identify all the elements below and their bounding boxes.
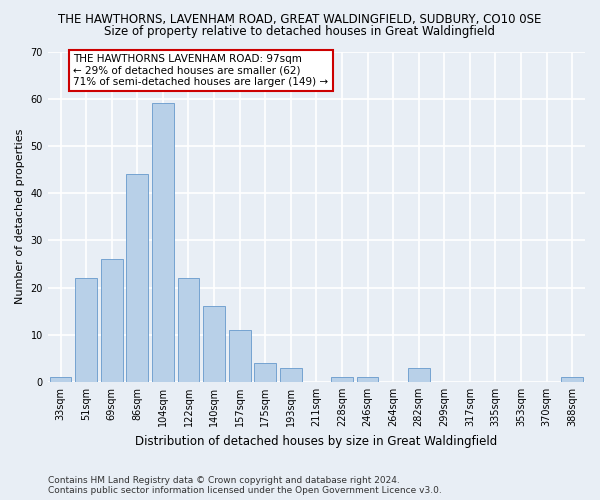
Bar [50,377,71,382]
Bar [101,259,122,382]
Bar [152,104,174,382]
Y-axis label: Number of detached properties: Number of detached properties [15,129,25,304]
Bar [331,377,353,382]
Text: Contains HM Land Registry data © Crown copyright and database right 2024.: Contains HM Land Registry data © Crown c… [48,476,400,485]
Bar [254,363,276,382]
Bar [408,368,430,382]
Bar [203,306,225,382]
Text: THE HAWTHORNS, LAVENHAM ROAD, GREAT WALDINGFIELD, SUDBURY, CO10 0SE: THE HAWTHORNS, LAVENHAM ROAD, GREAT WALD… [58,12,542,26]
Text: THE HAWTHORNS LAVENHAM ROAD: 97sqm
← 29% of detached houses are smaller (62)
71%: THE HAWTHORNS LAVENHAM ROAD: 97sqm ← 29%… [73,54,328,87]
Bar [127,174,148,382]
Text: Contains public sector information licensed under the Open Government Licence v3: Contains public sector information licen… [48,486,442,495]
X-axis label: Distribution of detached houses by size in Great Waldingfield: Distribution of detached houses by size … [135,434,497,448]
Bar [75,278,97,382]
Bar [562,377,583,382]
Bar [178,278,199,382]
Bar [229,330,251,382]
Bar [280,368,302,382]
Bar [356,377,379,382]
Text: Size of property relative to detached houses in Great Waldingfield: Size of property relative to detached ho… [104,25,496,38]
